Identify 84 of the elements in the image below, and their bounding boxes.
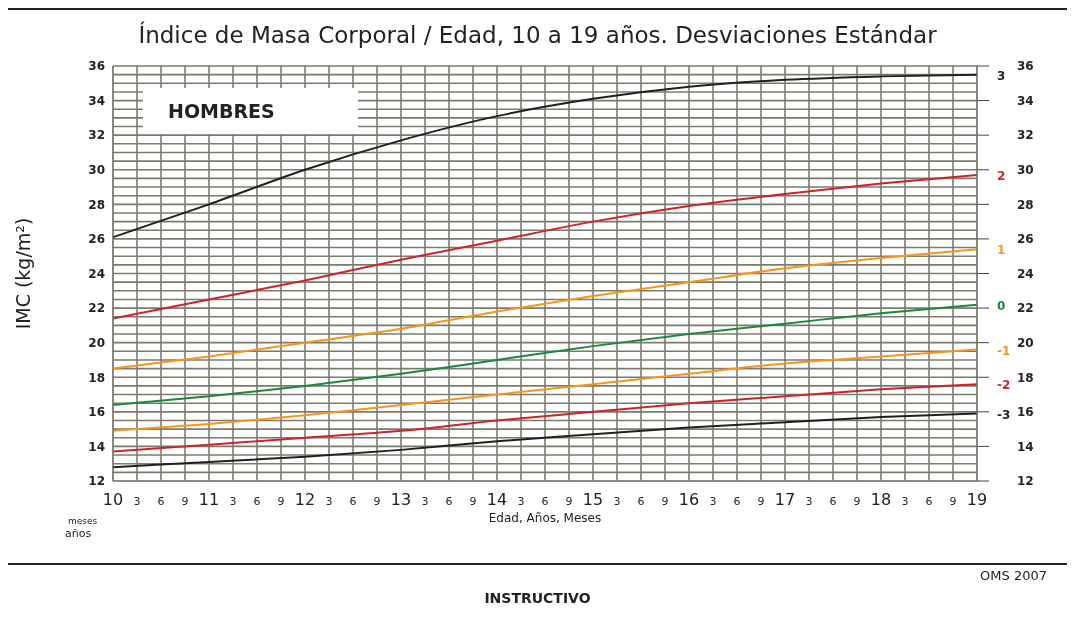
- line-series: [113, 173, 977, 320]
- y2-tick-label: 18: [1017, 370, 1034, 385]
- y2-tick-label: 24: [1017, 266, 1034, 281]
- text: 3: [709, 495, 717, 508]
- y2-tick-label: 22: [1017, 301, 1034, 316]
- x-tick-label: 14: [486, 490, 508, 509]
- text: 3: [901, 495, 909, 508]
- x-tick-label: 19: [966, 490, 988, 509]
- y-tick-label: 26: [88, 232, 105, 247]
- text: 9: [277, 495, 285, 508]
- text: 6: [541, 495, 549, 508]
- y-tick-label: 32: [88, 128, 105, 143]
- text: 9: [949, 495, 957, 508]
- text: 9: [181, 495, 189, 508]
- y2-tick-label: 34: [1017, 93, 1034, 108]
- text: 6: [733, 495, 741, 508]
- line-series: [113, 248, 977, 370]
- y-tick-label: 24: [88, 266, 105, 281]
- y2-tick-label: 30: [1017, 163, 1034, 178]
- y2-tick-label: 32: [1017, 128, 1034, 143]
- text: 9: [373, 495, 381, 508]
- series-label: 0: [997, 298, 1006, 313]
- series-label: -1: [997, 343, 1011, 358]
- y-tick-label: 18: [88, 370, 105, 385]
- y-tick-label: 30: [88, 163, 105, 178]
- series-label: 2: [997, 168, 1006, 183]
- x-tick-label: 12: [294, 490, 316, 509]
- text: 3: [613, 495, 621, 508]
- text: 6: [925, 495, 933, 508]
- x-tick-label: 11: [198, 490, 220, 509]
- series-label: 3: [997, 68, 1006, 83]
- text: 9: [757, 495, 765, 508]
- y-tick-label: 28: [88, 197, 105, 212]
- chart-title: Índice de Masa Corporal / Edad, 10 a 19 años. Desviaciones Estándar: [8, 8, 1067, 56]
- y2-tick-label: 36: [1017, 59, 1034, 74]
- text: años: [65, 527, 92, 540]
- y-tick-label: 34: [88, 93, 105, 108]
- text: 9: [469, 495, 477, 508]
- series-label: 1: [997, 243, 1006, 258]
- x-tick-label: 16: [678, 490, 700, 509]
- line-series: [113, 73, 977, 239]
- y-axis-title: IMC (kg/m²): [11, 217, 34, 330]
- text: 9: [565, 495, 573, 508]
- y-tick-label: 12: [88, 474, 105, 489]
- x-tick-label: 18: [870, 490, 892, 509]
- text: meses: [68, 516, 98, 526]
- x-tick-label: 15: [582, 490, 604, 509]
- y2-tick-label: 12: [1017, 474, 1034, 489]
- x-axis-title: Edad, Años, Meses: [488, 511, 602, 525]
- text: 9: [853, 495, 861, 508]
- x-tick-label: 13: [390, 490, 412, 509]
- y-tick-label: 22: [88, 301, 105, 316]
- text: 3: [325, 495, 333, 508]
- line-series: [113, 412, 977, 469]
- y2-tick-label: 26: [1017, 232, 1034, 247]
- text: 9: [661, 495, 669, 508]
- text: 6: [445, 495, 453, 508]
- series-label: -3: [997, 407, 1011, 422]
- y-tick-label: 14: [88, 439, 105, 454]
- y-tick-label: 36: [88, 59, 105, 74]
- text: 6: [157, 495, 165, 508]
- y2-tick-label: 14: [1017, 439, 1034, 454]
- x-tick-label: 10: [102, 490, 124, 509]
- text: 3: [421, 495, 429, 508]
- text: 6: [637, 495, 645, 508]
- text: 6: [349, 495, 357, 508]
- text: 3: [517, 495, 525, 508]
- line-series: [113, 303, 977, 406]
- text: 6: [829, 495, 837, 508]
- text: 3: [133, 495, 141, 508]
- text: OMS 2007: [980, 568, 1047, 583]
- y2-tick-label: 20: [1017, 335, 1034, 350]
- line-series: [113, 383, 977, 453]
- text: INSTRUCTIVO: [483, 590, 592, 606]
- y-tick-label: 16: [88, 405, 105, 420]
- y-tick-label: 20: [88, 335, 105, 350]
- x-tick-label: 17: [774, 490, 796, 509]
- series-label: -2: [997, 378, 1011, 393]
- y2-tick-label: 28: [1017, 197, 1034, 212]
- text: 6: [253, 495, 261, 508]
- text: 3: [805, 495, 813, 508]
- text: 3: [229, 495, 237, 508]
- line-series: [113, 348, 977, 432]
- y2-tick-label: 16: [1017, 405, 1034, 420]
